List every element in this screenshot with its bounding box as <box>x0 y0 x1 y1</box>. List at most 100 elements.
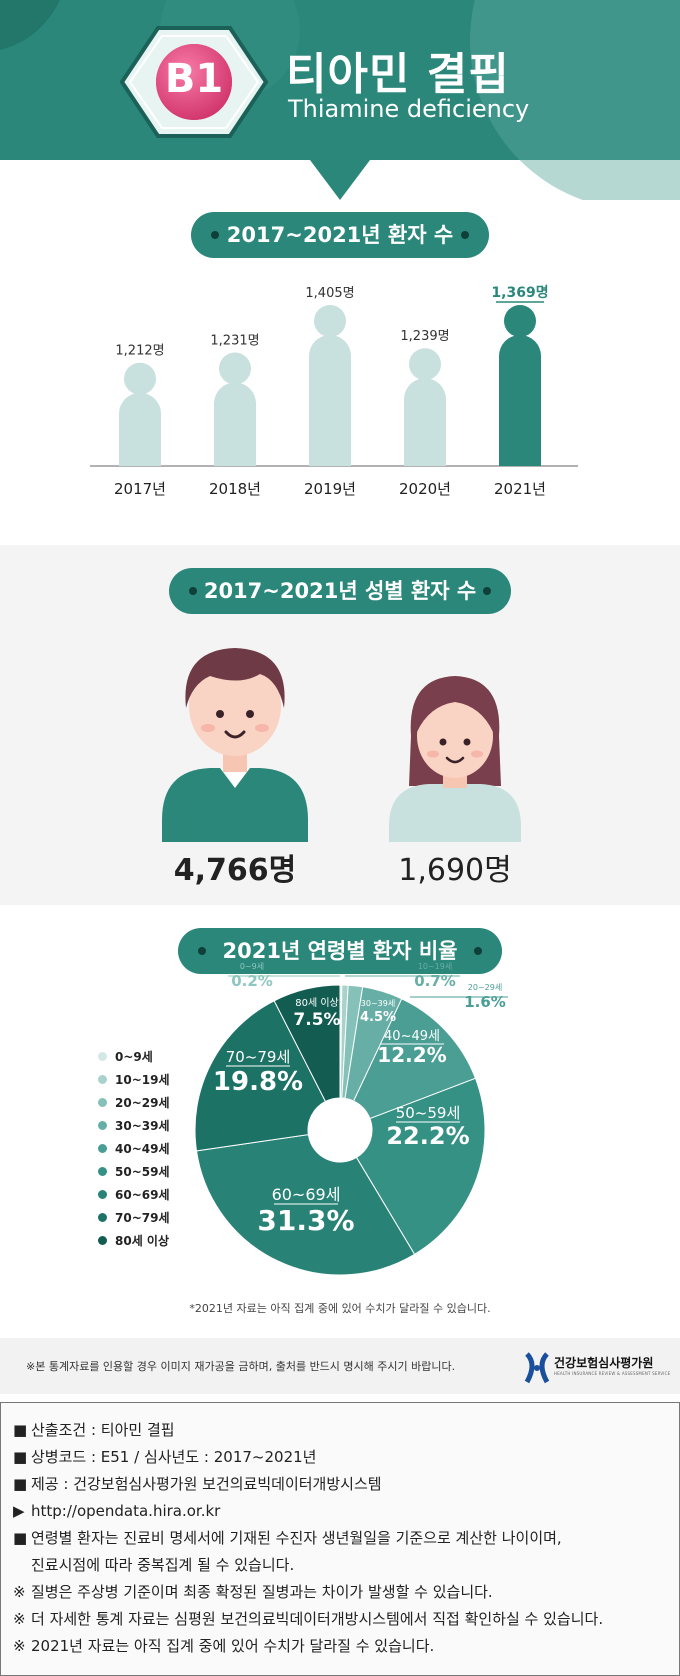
pill-dot-icon <box>474 947 482 955</box>
bar-head <box>124 362 156 395</box>
pill-dot-icon <box>461 231 469 239</box>
bar-3 <box>404 348 446 466</box>
bar-fill <box>309 356 351 466</box>
bar-4 <box>499 305 541 466</box>
hira-logo: 건강보험심사평가원 HEALTH INSURANCE REVIEW & ASSE… <box>524 1350 670 1384</box>
legend-label: 70~79세 <box>115 1211 170 1225</box>
pie-value-label: 7.5% <box>293 1010 340 1030</box>
pie-legend: 0~9세 10~19세 20~29세 30~39세 40~49세 50~59세 60~69세… <box>98 1045 170 1252</box>
info-line: ■ 산출조건 : 티아민 결핍 <box>13 1417 667 1444</box>
pie-category-label: 10~19세 <box>418 962 452 971</box>
info-line: ■ 연령별 환자는 진료비 명세서에 기재된 수진자 생년월일을 기준으로 계산한… <box>13 1525 667 1552</box>
pie-category-label: 0~9세 <box>240 962 264 971</box>
info-text: 제공 : 건강보험심사평가원 보건의료빅데이터개방시스템 <box>31 1475 382 1493</box>
info-text: 질병은 주상병 기준이며 최종 확정된 질병과는 차이가 발생할 수 있습니다. <box>31 1583 493 1601</box>
legend-swatch-icon <box>98 1236 107 1245</box>
page-title: 티아민 결핍 <box>286 49 510 100</box>
legend-swatch-icon <box>98 1121 107 1130</box>
bar-head <box>219 352 251 385</box>
info-text: 연령별 환자는 진료비 명세서에 기재된 수진자 생년월일을 기준으로 계산한 … <box>31 1529 562 1547</box>
x-tick-label: 2020년 <box>399 480 451 498</box>
bar-data-label: 1,405명 <box>305 286 354 301</box>
legend-swatch-icon <box>98 1167 107 1176</box>
bullet-icon: ■ <box>13 1475 28 1493</box>
x-tick-label: 2021년 <box>494 480 546 498</box>
pie-category-label: 50~59세 <box>396 1104 461 1122</box>
pie-value-label: 12.2% <box>377 1043 446 1067</box>
bar-head <box>314 305 346 337</box>
age-section-title: 2021년 연령별 환자 비율 <box>178 928 502 974</box>
bar-data-label: 1,239명 <box>400 329 449 344</box>
copyright-notice: ※본 통계자료를 인용할 경우 이미지 재가공을 금하며, 출처를 반드시 명시… <box>26 1360 456 1373</box>
legend-label: 80세 이상 <box>115 1234 169 1248</box>
x-tick-label: 2019년 <box>304 480 356 498</box>
legend-label: 20~29세 <box>115 1096 170 1110</box>
legend-item: 80세 이상 <box>98 1229 170 1252</box>
info-line: ■ 제공 : 건강보험심사평가원 보건의료빅데이터개방시스템 <box>13 1471 667 1498</box>
pie-slice-4 <box>352 998 477 1120</box>
legend-item: 30~39세 <box>98 1114 170 1137</box>
pill-dot-icon <box>189 587 197 595</box>
info-text: 산출조건 : 티아민 결핍 <box>31 1421 175 1439</box>
pie-category-label: 70~79세 <box>226 1048 291 1066</box>
info-box: ■ 산출조건 : 티아민 결핍 ■ 상병코드 : E51 / 심사년도 : 2017~… <box>0 1402 680 1676</box>
legend-item: 70~79세 <box>98 1206 170 1229</box>
yearly-bar-chart: 1,212명 2017년 1,231명 2018년 1,405명 2019년 1,239명 2… <box>90 284 578 498</box>
legend-label: 30~39세 <box>115 1119 170 1133</box>
hira-logo-icon <box>524 1352 550 1384</box>
legend-item: 20~29세 <box>98 1091 170 1114</box>
bar-head <box>409 348 441 381</box>
bullet-icon: ■ <box>13 1448 28 1466</box>
bar-fill <box>119 413 161 466</box>
bar-fill <box>214 403 256 466</box>
yearly-section-title: 2017~2021년 환자 수 <box>191 212 489 258</box>
pie-value-label: 19.8% <box>213 1067 303 1097</box>
pie-value-label: 4.5% <box>360 1010 396 1025</box>
bar-fill <box>499 356 541 466</box>
legend-swatch-icon <box>98 1052 107 1061</box>
bullet-icon: ■ <box>13 1529 28 1547</box>
info-text: 더 자세한 통계 자료는 심평원 보건의료빅데이터개방시스템에서 직접 확인하실… <box>31 1610 604 1628</box>
pie-value-label: 0.7% <box>414 972 456 990</box>
info-text[interactable]: http://opendata.hira.or.kr <box>31 1502 221 1520</box>
pie-value-label: 1.6% <box>464 993 506 1011</box>
bar-data-label: 1,212명 <box>115 344 164 359</box>
male-person-icon <box>162 648 308 842</box>
legend-item: 60~69세 <box>98 1183 170 1206</box>
age-title-label: 2021년 연령별 환자 비율 <box>222 939 458 963</box>
bullet-icon: ※ <box>13 1583 26 1601</box>
legend-label: 50~59세 <box>115 1165 170 1179</box>
legend-swatch-icon <box>98 1075 107 1084</box>
pill-dot-icon <box>483 587 491 595</box>
female-count: 1,690명 <box>398 853 512 888</box>
pie-slice-6 <box>195 1134 416 1276</box>
legend-label: 0~9세 <box>115 1050 153 1064</box>
logo-name: 건강보험심사평가원 <box>554 1356 654 1370</box>
pie-category-label: 60~69세 <box>272 1185 341 1204</box>
info-line-continued: 진료시점에 따라 중복집계 될 수 있습니다. <box>31 1556 295 1574</box>
gender-title-label: 2017~2021년 성별 환자 수 <box>203 579 477 603</box>
female-person-icon <box>389 676 521 842</box>
pie-label-3: 30~39세 4.5% <box>360 999 396 1025</box>
bar-0 <box>119 362 161 466</box>
logo-subtitle: HEALTH INSURANCE REVIEW & ASSESSMENT SER… <box>554 1371 671 1376</box>
legend-label: 40~49세 <box>115 1142 170 1156</box>
info-text: 2021년 자료는 아직 집계 중에 있어 수치가 달라질 수 있습니다. <box>31 1637 435 1655</box>
pie-value-label: 0.2% <box>231 972 273 990</box>
vitamin-badge: B1 <box>164 56 224 102</box>
bullet-icon: ■ <box>13 1421 28 1439</box>
info-line: ※ 더 자세한 통계 자료는 심평원 보건의료빅데이터개방시스템에서 직접 확인하… <box>13 1606 667 1633</box>
legend-item: 40~49세 <box>98 1137 170 1160</box>
bullet-icon: ※ <box>13 1610 26 1628</box>
page-subtitle: Thiamine deficiency <box>288 95 530 123</box>
pie-category-label: 20~29세 <box>468 983 502 992</box>
bar-head <box>504 305 536 337</box>
yearly-title-label: 2017~2021년 환자 수 <box>226 223 454 247</box>
legend-item: 0~9세 <box>98 1045 170 1068</box>
header-banner: B1 티아민 결핍 Thiamine deficiency <box>0 0 680 200</box>
